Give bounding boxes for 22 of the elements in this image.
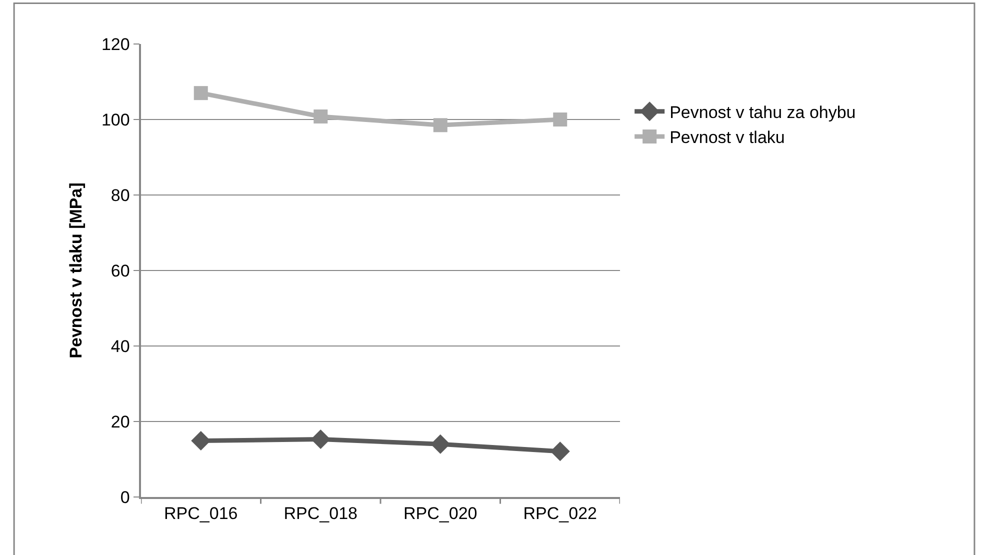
x-tick-label: RPC_016 [164, 504, 238, 524]
point [433, 118, 448, 132]
point [194, 86, 208, 100]
legend-label: Pevnost v tahu za ohybu [670, 103, 856, 122]
y-tick-label: 20 [110, 412, 130, 432]
point [310, 429, 330, 449]
point [550, 442, 570, 462]
point [314, 109, 328, 124]
y-tick-label: 60 [110, 261, 130, 280]
point [430, 434, 450, 454]
x-tick-label: RPC_020 [404, 504, 478, 524]
y-tick-label: 100 [101, 110, 130, 130]
y-tick-label: 40 [110, 336, 130, 356]
x-tick-label: RPC_018 [284, 504, 358, 524]
point [191, 431, 211, 450]
y-tick-label: 80 [110, 186, 130, 205]
y-tick-label: 0 [120, 488, 130, 507]
point [553, 112, 568, 126]
x-tick-label: RPC_022 [523, 504, 597, 524]
y-axis-title: Pevnost v tlaku [MPa] [66, 182, 86, 358]
legend-label: Pevnost v tlaku [670, 128, 785, 148]
y-tick-label: 120 [101, 34, 130, 54]
